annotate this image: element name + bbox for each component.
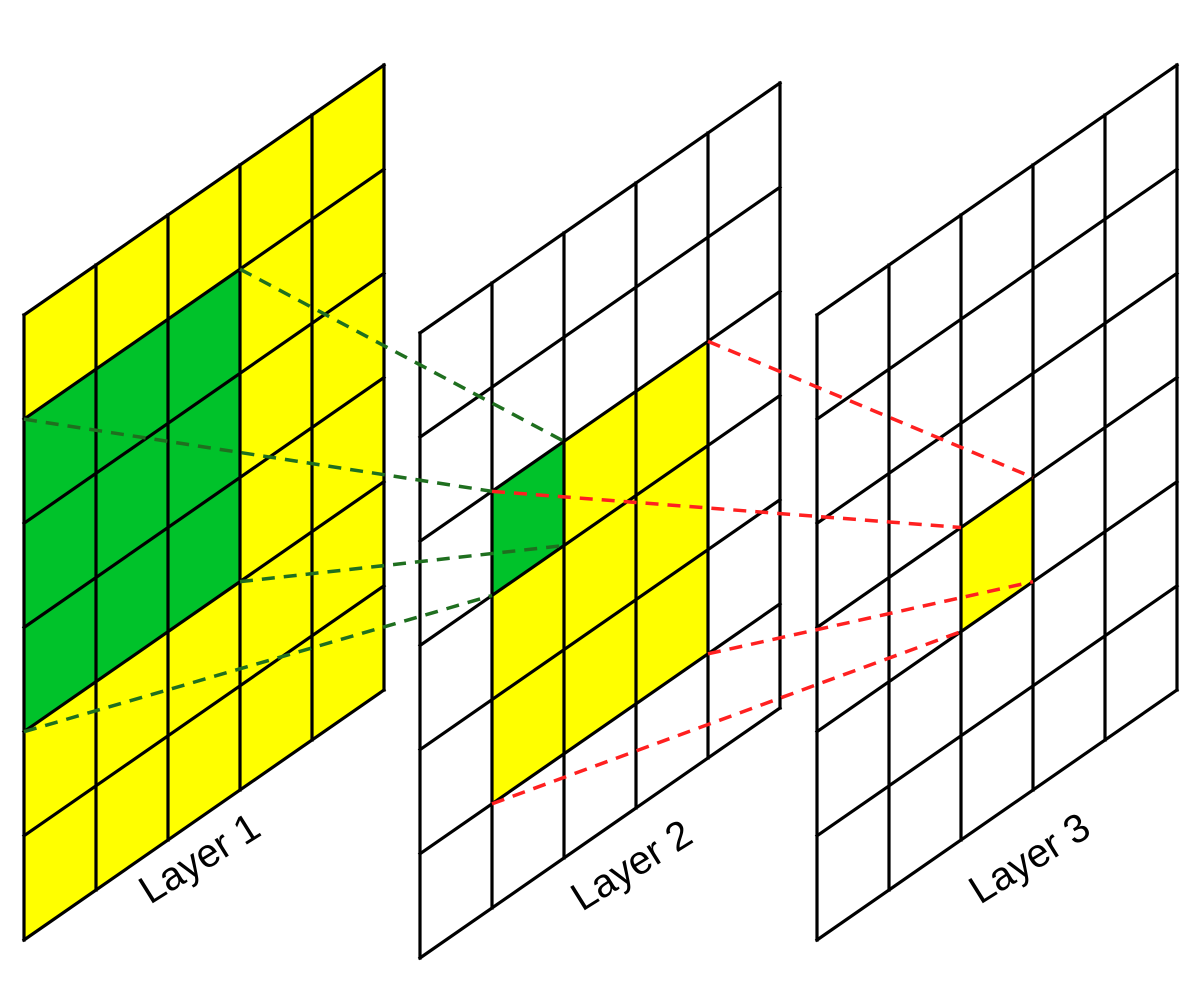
grid-line	[21, 62, 387, 318]
red-projection-lines	[491, 339, 1034, 806]
grid-line	[814, 687, 1180, 943]
grid-line	[417, 289, 783, 544]
red-dashed-line	[491, 630, 962, 806]
green-dashed-line	[23, 417, 493, 494]
green-dashed-line	[23, 593, 493, 734]
green-dashed-line	[239, 267, 565, 443]
red-dashed-line	[707, 339, 1034, 480]
layer-1-grid	[21, 62, 387, 943]
grid-line	[21, 375, 387, 630]
grid-line	[417, 393, 783, 648]
grid-line	[814, 583, 1180, 839]
grid-line	[814, 166, 1180, 422]
green-dashed-line	[239, 543, 565, 584]
red-dashed-line	[491, 489, 962, 530]
grid-line	[21, 166, 387, 422]
grid-line	[814, 479, 1180, 734]
grid-line	[417, 497, 783, 752]
grid-line	[417, 705, 783, 961]
grid-line	[417, 80, 783, 336]
grid-line	[21, 583, 387, 839]
red-dashed-line	[707, 579, 1034, 656]
grid-line	[21, 687, 387, 943]
grid-line	[814, 271, 1180, 526]
grid-line	[417, 601, 783, 857]
grid-line	[814, 62, 1180, 318]
grid-line	[21, 479, 387, 734]
green-projection-lines	[23, 267, 565, 734]
grid-line	[814, 375, 1180, 630]
